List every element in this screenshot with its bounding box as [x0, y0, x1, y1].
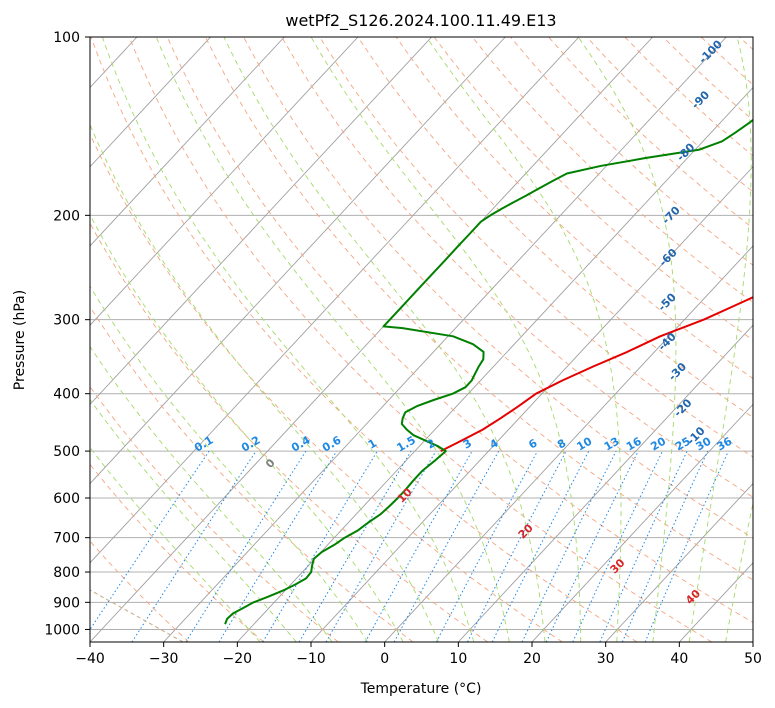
reference-curve: [90, 589, 184, 642]
y-tick-label: 1000: [44, 622, 80, 638]
x-tick-label: 10: [449, 651, 467, 667]
y-tick-label: 900: [53, 595, 80, 611]
axis-ticks: −40 −30 −20 −10 0 10 20 30 40 50 100 200 300 400 500 60…: [44, 30, 762, 667]
isotherm-line: [90, 37, 653, 642]
x-tick-label: −10: [296, 651, 326, 667]
dry-adiabat: [128, 37, 712, 642]
isotherm-line: [384, 245, 753, 642]
x-tick-label: −20: [223, 651, 253, 667]
moist-adiabat: [90, 123, 439, 642]
isotherm-line: [605, 482, 753, 642]
x-tick-label: 20: [523, 651, 541, 667]
isotherm-line: [237, 86, 753, 642]
mixing-ratio-line: [521, 450, 617, 642]
moist-adiabat: [90, 213, 404, 642]
y-tick-label: 300: [53, 313, 80, 329]
x-tick-label: −40: [75, 651, 105, 667]
dry-adiabat: [90, 132, 563, 642]
mixing-ratio-line: [393, 450, 500, 642]
y-tick-label: 100: [53, 30, 80, 46]
dry-adiabat: [90, 305, 414, 642]
isotherm-line: [531, 403, 753, 642]
isotherm-line: [90, 37, 506, 485]
dry-adiabat: [395, 37, 753, 380]
y-tick-label: 200: [53, 208, 80, 224]
y-tick-label: 400: [53, 387, 80, 403]
mixing-ratio-line: [185, 450, 307, 642]
y-tick-label: 600: [53, 491, 80, 507]
dry-adiabat: [433, 37, 753, 341]
gridlines: [90, 37, 753, 642]
mixing-ratio-line: [364, 450, 473, 642]
dry-adiabat: [90, 222, 488, 642]
y-tick-label: 700: [53, 531, 80, 547]
moist-adiabat: [577, 37, 677, 642]
x-axis-label: Temperature (°C): [360, 681, 482, 697]
x-tick-label: 30: [597, 651, 615, 667]
x-tick-label: 0: [380, 651, 389, 667]
mixing-ratio-line: [644, 450, 729, 642]
moist-adiabat: [426, 37, 622, 642]
isotherm-line: [90, 37, 211, 168]
plot-frame: [89, 36, 754, 643]
parcel-line: [440, 296, 753, 452]
moist-adiabat: [155, 37, 510, 642]
mixing-ratio-line: [621, 450, 709, 642]
isotherm-line: [90, 37, 432, 406]
y-axis-label: Pressure (hPa): [12, 290, 28, 390]
moist-adiabat: [90, 285, 369, 642]
data-series: [224, 118, 753, 625]
dry-adiabat: [166, 37, 753, 624]
isotherm-line: [90, 37, 285, 247]
isotherm-line: [90, 37, 359, 326]
moist-adiabat: [90, 446, 261, 642]
y-tick-label: 500: [53, 444, 80, 460]
moist-adiabat: [688, 37, 752, 642]
dry-adiabat: [281, 37, 753, 498]
mixing-ratio-line: [90, 450, 210, 631]
isotherm-line: [458, 324, 753, 642]
dry-adiabat: [90, 37, 638, 642]
x-tick-label: −30: [149, 651, 179, 667]
x-tick-label: 50: [744, 651, 762, 667]
isotherm-line: [163, 37, 727, 642]
mixing-ratio-line: [435, 450, 538, 642]
y-tick-label: 800: [53, 565, 80, 581]
mixing-ratio-line: [218, 450, 338, 642]
dry-adiabat: [90, 463, 264, 642]
profile-line: [224, 118, 753, 625]
chart-title: wetPf2_S126.2024.100.11.49.E13: [285, 11, 556, 31]
reference-lines: [90, 37, 753, 642]
moist-adiabat: [101, 37, 475, 642]
dry-adiabat: [319, 37, 753, 458]
mixing-ratio-line: [131, 450, 257, 642]
isotherm-line: [90, 37, 580, 564]
x-tick-label: 40: [670, 651, 688, 667]
mixing-ratio-line: [491, 450, 590, 642]
